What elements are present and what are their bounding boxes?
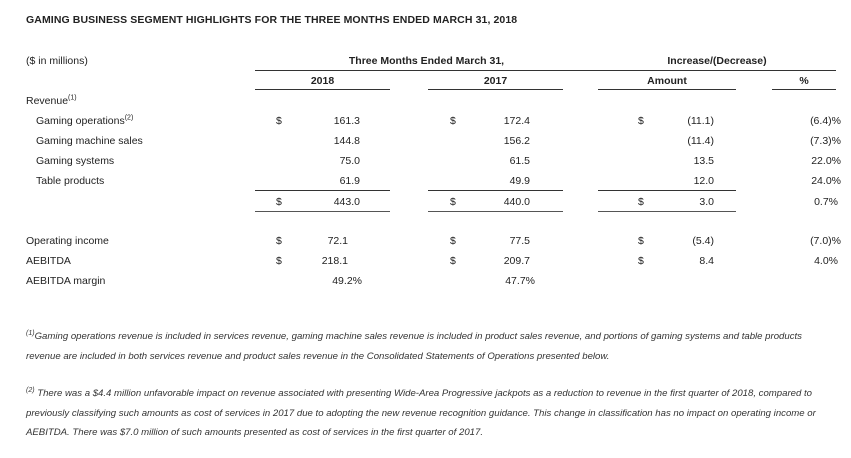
- row-label: Operating income: [26, 235, 109, 247]
- currency-symbol: $: [450, 115, 456, 127]
- total-pct: 0.7%: [814, 196, 838, 208]
- subtotal-rule-2017: [428, 190, 563, 191]
- change-header: Increase/(Decrease): [667, 55, 767, 67]
- value-2018: 218.1: [321, 255, 348, 267]
- currency-symbol: $: [638, 115, 644, 127]
- value-2018: 144.8: [333, 135, 360, 147]
- currency-symbol: $: [638, 255, 644, 267]
- year-2018-header: 2018: [310, 75, 335, 87]
- currency-symbol: $: [276, 235, 282, 247]
- total-2018: 443.0: [333, 196, 360, 208]
- subtotal-rule-2018: [255, 190, 390, 191]
- total-rule-2018: [255, 211, 390, 212]
- change-pct: (6.4)%: [810, 115, 841, 127]
- amount-rule: [598, 89, 736, 90]
- change-pct: 24.0%: [811, 175, 841, 187]
- footnote-1: (1)Gaming operations revenue is included…: [26, 329, 802, 362]
- total-rule-amount: [598, 211, 736, 212]
- value-2018: 75.0: [339, 155, 360, 167]
- value-2017: 209.7: [503, 255, 530, 267]
- change-amount: 8.4: [699, 255, 714, 267]
- period-header-rule: [255, 70, 598, 71]
- row-label: AEBITDA: [26, 255, 71, 267]
- footnote-2: (2) There was a $4.4 million unfavorable…: [26, 386, 816, 438]
- currency-symbol: $: [450, 255, 456, 267]
- value-2017: 61.5: [509, 155, 530, 167]
- page-title: GAMING BUSINESS SEGMENT HIGHLIGHTS FOR T…: [26, 14, 518, 26]
- currency-symbol: $: [638, 235, 644, 247]
- subtotal-rule-amount: [598, 190, 736, 191]
- total-2017: 440.0: [503, 196, 530, 208]
- currency-symbol: $: [638, 196, 644, 208]
- value-2018: 161.3: [333, 115, 360, 127]
- change-amount: 12.0: [693, 175, 714, 187]
- pct-header: %: [799, 75, 809, 87]
- row-label: Gaming systems: [36, 155, 115, 167]
- amount-header: Amount: [647, 75, 687, 87]
- currency-symbol: $: [276, 255, 282, 267]
- change-pct: (7.3)%: [810, 135, 841, 147]
- period-header: Three Months Ended March 31,: [348, 55, 505, 67]
- year-2018-rule: [255, 89, 390, 90]
- value-2017: 77.5: [509, 235, 530, 247]
- row-label: Gaming operations(2): [36, 114, 134, 128]
- value-2017: 172.4: [503, 115, 530, 127]
- value-2018: 72.1: [327, 235, 348, 247]
- currency-symbol: $: [276, 115, 282, 127]
- value-2018: 61.9: [339, 175, 360, 187]
- total-rule-2017: [428, 211, 563, 212]
- year-2017-header: 2017: [483, 75, 508, 87]
- units-label: ($ in millions): [26, 55, 88, 67]
- change-amount: (11.1): [687, 115, 714, 127]
- change-header-rule: [598, 70, 836, 71]
- currency-symbol: $: [450, 235, 456, 247]
- change-pct: (7.0)%: [810, 235, 841, 247]
- pct-rule: [772, 89, 836, 90]
- total-amount: 3.0: [699, 196, 714, 208]
- currency-symbol: $: [276, 196, 282, 208]
- change-amount: (5.4): [692, 235, 714, 247]
- change-amount: 13.5: [693, 155, 714, 167]
- row-label: AEBITDA margin: [26, 275, 106, 287]
- currency-symbol: $: [450, 196, 456, 208]
- row-label: Gaming machine sales: [36, 135, 143, 147]
- value-2018: 49.2%: [332, 275, 362, 287]
- revenue-label: Revenue(1): [26, 94, 77, 108]
- value-2017: 47.7%: [505, 275, 535, 287]
- year-2017-rule: [428, 89, 563, 90]
- row-label: Table products: [36, 175, 105, 187]
- value-2017: 49.9: [509, 175, 530, 187]
- change-amount: (11.4): [687, 135, 714, 147]
- value-2017: 156.2: [503, 135, 530, 147]
- change-pct: 4.0%: [814, 255, 838, 267]
- change-pct: 22.0%: [811, 155, 841, 167]
